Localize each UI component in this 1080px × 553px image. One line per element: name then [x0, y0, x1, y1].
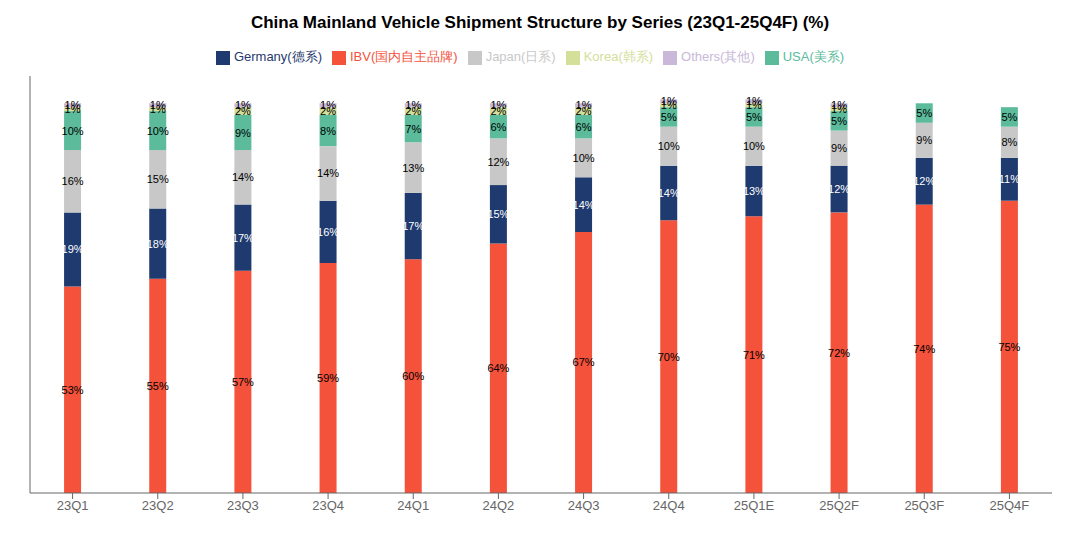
svg-text:53%: 53%	[62, 384, 84, 396]
svg-text:6%: 6%	[576, 121, 592, 133]
svg-text:9%: 9%	[916, 134, 932, 146]
html-text:Germany(德系): Germany(德系)	[233, 49, 322, 64]
svg-text:5%: 5%	[746, 111, 762, 123]
svg-text:18%: 18%	[147, 238, 169, 250]
svg-text:24Q3: 24Q3	[568, 498, 600, 513]
svg-text:17%: 17%	[232, 232, 254, 244]
svg-text:12%: 12%	[913, 175, 935, 187]
svg-text:10%: 10%	[573, 152, 595, 164]
svg-text:14%: 14%	[317, 167, 339, 179]
svg-text:5%: 5%	[831, 115, 847, 127]
html-text:Korea(韩系): Korea(韩系)	[583, 49, 654, 64]
svg-text:57%: 57%	[232, 376, 254, 388]
svg-text:10%: 10%	[658, 140, 680, 152]
svg-text:1%: 1%	[405, 99, 421, 111]
svg-text:15%: 15%	[147, 173, 169, 185]
svg-text:16%: 16%	[317, 226, 339, 238]
svg-text:5%: 5%	[661, 111, 677, 123]
svg-text:24Q1: 24Q1	[397, 498, 429, 513]
svg-text:1%: 1%	[831, 99, 847, 111]
svg-text:14%: 14%	[573, 199, 595, 211]
svg-text:23Q3: 23Q3	[227, 498, 259, 513]
svg-text:5%: 5%	[916, 107, 932, 119]
html-text:IBV(国内自主品牌): IBV(国内自主品牌)	[350, 49, 458, 64]
svg-text:71%: 71%	[743, 349, 765, 361]
svg-text:10%: 10%	[147, 125, 169, 137]
svg-text:1%: 1%	[661, 95, 677, 107]
svg-text:1%: 1%	[65, 99, 81, 111]
svg-text:9%: 9%	[831, 142, 847, 154]
svg-text:1%: 1%	[576, 99, 592, 111]
svg-text:24Q4: 24Q4	[653, 498, 685, 513]
svg-text:10%: 10%	[743, 140, 765, 152]
svg-text:19%: 19%	[62, 243, 84, 255]
svg-text:25Q2F: 25Q2F	[819, 498, 859, 513]
svg-text:14%: 14%	[232, 171, 254, 183]
svg-text:23Q4: 23Q4	[312, 498, 344, 513]
svg-text:24Q2: 24Q2	[483, 498, 515, 513]
html-text:USA(美系): USA(美系)	[782, 49, 845, 64]
svg-text:23Q1: 23Q1	[57, 498, 89, 513]
svg-text:75%: 75%	[998, 341, 1020, 353]
svg-text:16%: 16%	[62, 175, 84, 187]
svg-text:74%: 74%	[913, 343, 935, 355]
svg-text:12%: 12%	[487, 156, 509, 168]
svg-text:15%: 15%	[487, 208, 509, 220]
html-text:China Mainland Vehicle Shipmen: China Mainland Vehicle Shipment Structur…	[250, 13, 830, 32]
svg-text:1%: 1%	[235, 99, 251, 111]
svg-text:6%: 6%	[490, 121, 506, 133]
svg-text:70%: 70%	[658, 351, 680, 363]
svg-text:8%: 8%	[320, 125, 336, 137]
svg-text:10%: 10%	[62, 125, 84, 137]
html-text:Japan(日系): Japan(日系)	[485, 49, 556, 64]
svg-text:1%: 1%	[320, 99, 336, 111]
svg-text:7%: 7%	[405, 123, 421, 135]
svg-text:55%: 55%	[147, 380, 169, 392]
svg-text:17%: 17%	[402, 220, 424, 232]
svg-text:67%: 67%	[573, 356, 595, 368]
svg-text:64%: 64%	[487, 362, 509, 374]
svg-text:8%: 8%	[1001, 136, 1017, 148]
svg-text:25Q3F: 25Q3F	[904, 498, 944, 513]
svg-text:23Q2: 23Q2	[142, 498, 174, 513]
svg-text:13%: 13%	[402, 162, 424, 174]
svg-text:1%: 1%	[490, 99, 506, 111]
svg-text:11%: 11%	[999, 173, 1020, 185]
svg-text:5%: 5%	[1001, 111, 1017, 123]
svg-text:25Q4F: 25Q4F	[990, 498, 1030, 513]
svg-text:1%: 1%	[150, 99, 166, 111]
svg-text:1%: 1%	[746, 95, 762, 107]
svg-text:59%: 59%	[317, 372, 339, 384]
svg-text:13%: 13%	[743, 185, 765, 197]
svg-text:72%: 72%	[828, 347, 850, 359]
svg-text:25Q1E: 25Q1E	[734, 498, 775, 513]
svg-text:9%: 9%	[235, 127, 251, 139]
svg-text:60%: 60%	[402, 370, 424, 382]
svg-text:14%: 14%	[658, 187, 680, 199]
html-text:Others(其他): Others(其他)	[681, 49, 755, 64]
svg-text:12%: 12%	[828, 183, 850, 195]
